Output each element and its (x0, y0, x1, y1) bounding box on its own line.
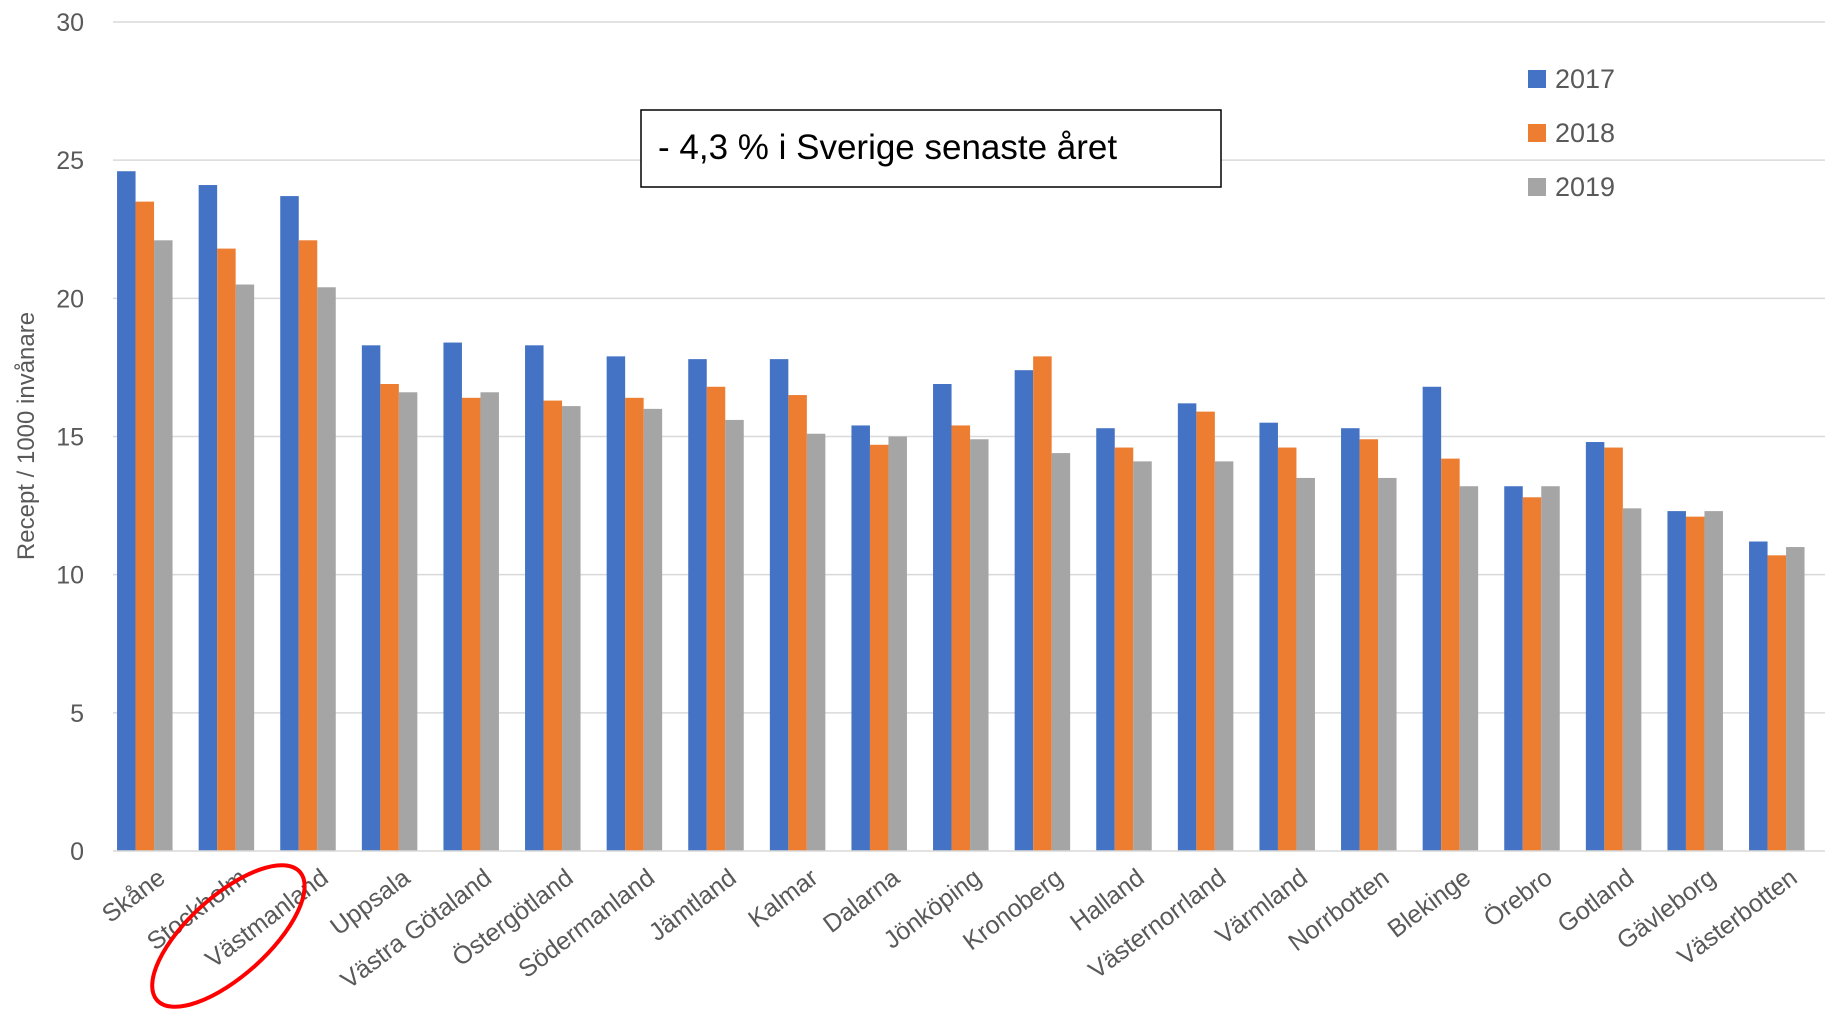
x-tick-label: Blekinge (1383, 863, 1476, 943)
bar-2019 (970, 439, 989, 851)
legend-label: 2017 (1555, 64, 1615, 94)
bar-2019 (235, 284, 255, 851)
bar-2018 (1196, 411, 1215, 851)
bars (117, 171, 1805, 852)
bar-2018 (951, 425, 971, 851)
bar-2018 (1277, 447, 1297, 851)
legend-swatch-2019 (1528, 178, 1546, 196)
y-tick-label: 0 (70, 838, 84, 866)
bar-2018 (217, 248, 236, 852)
bar-2018 (1685, 516, 1705, 851)
bar-2017 (443, 342, 462, 851)
bar-2017 (1096, 428, 1115, 851)
y-tick-label: 25 (56, 147, 84, 175)
annotation-box: - 4,3 % i Sverige senaste året (640, 109, 1222, 188)
legend-label: 2018 (1555, 118, 1615, 148)
bar-2017 (606, 356, 626, 851)
x-tick-label: Västra Götaland (336, 863, 497, 994)
bar-2019 (1622, 508, 1642, 851)
bar-2017 (851, 425, 870, 851)
annotation-frame (640, 109, 1222, 188)
x-tick-label: Västernorrland (1083, 863, 1231, 984)
bar-2019 (1378, 477, 1397, 851)
highlight (150, 863, 307, 1009)
bar-2017 (1422, 386, 1442, 851)
bar-2019 (1541, 486, 1560, 851)
bar-2019 (725, 419, 744, 851)
bar-2018 (461, 397, 481, 851)
bar-2019 (806, 433, 826, 851)
y-tick-label: 20 (56, 285, 84, 313)
bar-2018 (543, 400, 563, 851)
bar-2019 (643, 408, 663, 851)
bar-2018 (706, 386, 726, 851)
bar-2018 (1359, 439, 1379, 851)
bar-2019 (480, 392, 499, 851)
x-tick-label: Skåne (97, 863, 170, 928)
bar-2019 (1786, 547, 1805, 851)
bar-2017 (688, 359, 707, 851)
y-axis-label: Recept / 1000 invånare (13, 312, 40, 560)
y-tick-label: 15 (56, 424, 84, 452)
bar-2019 (888, 436, 907, 851)
bar-2017 (1177, 403, 1197, 851)
bar-2018 (380, 383, 399, 851)
bar-2018 (298, 240, 318, 851)
y-tick-label: 5 (70, 700, 84, 728)
x-tick-label: Södermanland (513, 863, 660, 983)
bar-2017 (361, 345, 381, 851)
bar-2019 (398, 392, 418, 851)
bar-2019 (317, 287, 336, 851)
bar-2017 (280, 196, 299, 852)
highlight-ellipse (150, 863, 307, 1009)
bar-2019 (1459, 486, 1479, 851)
bar-2017 (769, 359, 789, 851)
bar-2017 (117, 171, 136, 852)
bar-2019 (1133, 461, 1152, 851)
bar-2019 (1296, 477, 1315, 851)
bar-2017 (1259, 422, 1278, 851)
bar-2018 (1767, 555, 1787, 851)
legend-swatch-2017 (1528, 70, 1546, 88)
bar-2017 (1341, 428, 1360, 851)
bar-2017 (1749, 541, 1768, 851)
bar-2019 (1214, 461, 1234, 851)
x-tick-label: Jämtland (644, 863, 742, 946)
bar-2017 (1014, 370, 1034, 851)
bar-2018 (1604, 447, 1623, 851)
bar-2017 (1667, 511, 1686, 851)
bar-2018 (788, 395, 807, 851)
y-tick-label: 30 (56, 9, 84, 37)
bar-2018 (1522, 497, 1542, 851)
annotation-text: - 4,3 % i Sverige senaste året (658, 128, 1117, 167)
legend: 2017 2018 2019 (1528, 64, 1615, 202)
legend-swatch-2018 (1528, 124, 1546, 142)
bar-2018 (1114, 447, 1134, 851)
bar-2017 (933, 383, 952, 851)
bar-2019 (1704, 511, 1723, 851)
bar-2018 (135, 201, 155, 851)
bar-2017 (198, 185, 218, 851)
bar-2017 (1585, 442, 1605, 851)
x-tick-label: Örebro (1479, 863, 1558, 932)
bar-2018 (625, 397, 644, 851)
bar-2018 (869, 444, 889, 851)
bar-2019 (154, 240, 173, 851)
bar-2018 (1033, 356, 1052, 851)
bar-2017 (525, 345, 544, 851)
bar-2018 (1441, 458, 1460, 851)
bar-2019 (562, 406, 581, 851)
bar-2019 (1051, 453, 1071, 851)
bar-2017 (1504, 486, 1523, 851)
y-tick-label: 10 (56, 562, 84, 590)
legend-label: 2019 (1555, 172, 1615, 202)
x-tick-label: Kalmar (743, 863, 823, 933)
